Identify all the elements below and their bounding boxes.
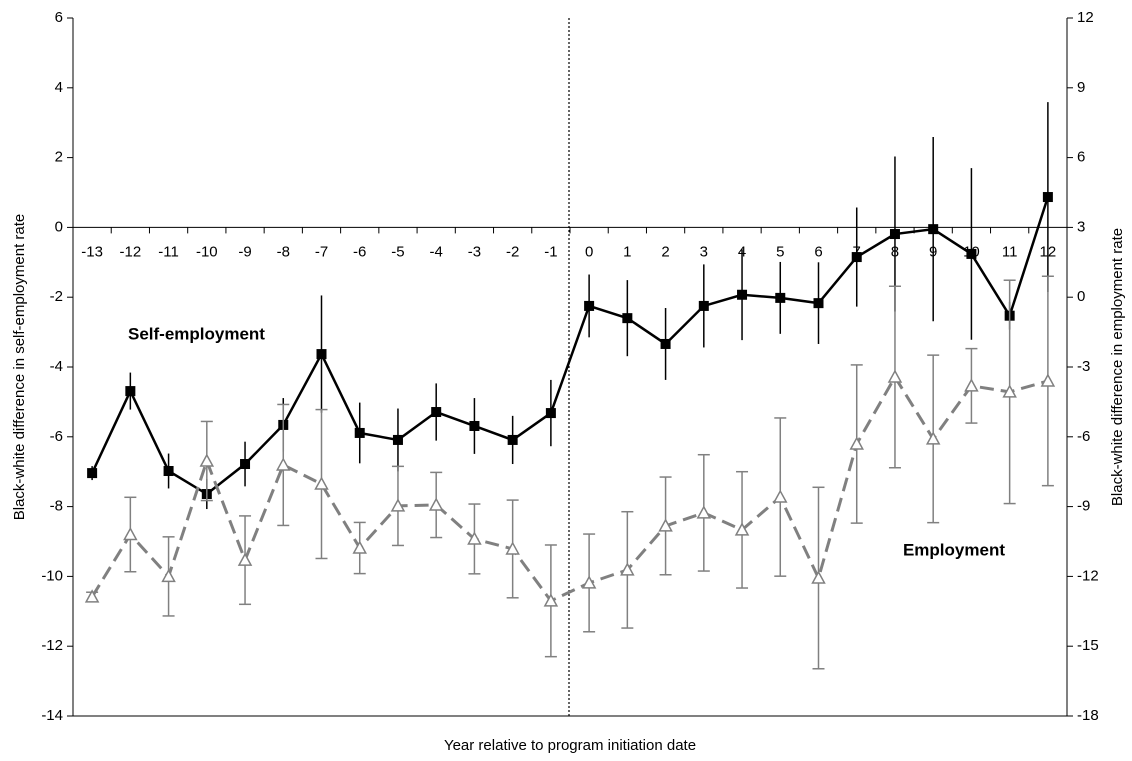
y-tick-label: 0	[55, 218, 63, 235]
point	[507, 434, 518, 445]
point	[622, 313, 633, 324]
point	[505, 541, 520, 555]
point	[734, 522, 750, 536]
y-tick-label: 6	[55, 9, 63, 26]
point	[163, 466, 174, 477]
x-tick-label: 3	[700, 243, 708, 260]
point	[811, 570, 826, 584]
y2-tick-label: -12	[1077, 567, 1099, 584]
x-tick-label: -13	[81, 243, 103, 260]
y2-tick-label: 6	[1077, 149, 1085, 166]
point	[813, 298, 824, 309]
point	[737, 289, 748, 300]
point	[314, 476, 329, 490]
y2-tick-label: -18	[1077, 707, 1099, 724]
y-tick-label: -14	[41, 707, 63, 724]
x-tick-label: -6	[353, 243, 366, 260]
y2-tick-label: 3	[1077, 218, 1085, 235]
point	[925, 431, 941, 445]
x-tick-label: 1	[623, 243, 631, 260]
y2-tick-label: 9	[1077, 79, 1085, 96]
x-tick-label: 11	[1002, 243, 1018, 260]
series-label: Employment	[903, 540, 1005, 559]
x-axis-title: Year relative to program initiation date	[444, 737, 696, 754]
x-tick-label: 6	[814, 243, 822, 260]
y2-tick-label: -15	[1077, 637, 1099, 654]
point	[237, 552, 253, 566]
y-tick-label: 2	[55, 149, 63, 166]
y-tick-label: -4	[50, 358, 63, 375]
point	[966, 248, 977, 259]
point	[696, 505, 712, 519]
x-tick-label: 5	[776, 243, 784, 260]
point	[467, 531, 482, 545]
y-tick-label: -2	[50, 288, 63, 305]
point	[887, 369, 903, 383]
point	[849, 436, 864, 450]
point	[1040, 373, 1056, 387]
x-tick-label: -12	[120, 243, 142, 260]
point	[889, 229, 900, 240]
point	[428, 497, 444, 511]
point	[773, 489, 788, 503]
x-tick-label: 0	[585, 243, 593, 260]
point	[660, 338, 671, 349]
y-tick-label: 4	[55, 79, 63, 96]
point	[928, 224, 939, 235]
series-line	[90, 196, 1050, 496]
x-tick-label: -5	[391, 243, 404, 260]
point	[125, 386, 136, 397]
x-tick-label: -3	[468, 243, 481, 260]
point	[545, 408, 556, 419]
x-tick-label: -8	[277, 243, 290, 260]
point	[352, 540, 367, 554]
y2-tick-label: -9	[1077, 498, 1090, 515]
point	[584, 300, 595, 311]
x-tick-label: -1	[544, 243, 557, 260]
point	[620, 562, 635, 576]
point	[161, 568, 176, 583]
x-tick-label: -4	[430, 243, 443, 260]
y-axis-title: Black-white difference in self-employmen…	[11, 214, 28, 521]
series-line	[90, 374, 1049, 603]
point	[851, 252, 862, 263]
y-tick-label: -8	[50, 498, 63, 515]
point	[123, 526, 138, 541]
x-tick-label: -9	[238, 243, 251, 260]
x-tick-label: -2	[506, 243, 519, 260]
point	[276, 457, 291, 471]
point	[1042, 192, 1053, 203]
x-tick-label: -11	[158, 243, 179, 260]
point	[581, 575, 597, 589]
y2-axis-title: Black-white difference in employment rat…	[1109, 228, 1126, 506]
y2-tick-label: -3	[1077, 358, 1090, 375]
x-tick-label: -7	[315, 243, 328, 260]
point	[316, 349, 327, 360]
point	[698, 300, 709, 311]
point	[390, 498, 406, 512]
point	[775, 292, 786, 303]
point	[84, 589, 100, 603]
x-tick-label: 2	[661, 243, 669, 260]
point	[1002, 384, 1017, 398]
point	[354, 427, 365, 438]
point	[658, 518, 673, 532]
y2-tick-label: 12	[1077, 9, 1094, 26]
y-tick-label: -12	[41, 637, 63, 654]
y-tick-label: -6	[50, 428, 63, 445]
point	[87, 468, 98, 479]
point	[964, 378, 979, 392]
point	[240, 459, 251, 470]
x-tick-label: -10	[196, 243, 218, 260]
point	[469, 420, 480, 431]
point	[199, 453, 215, 467]
point	[543, 593, 559, 607]
point	[431, 407, 442, 418]
y2-tick-label: -6	[1077, 428, 1090, 445]
y2-tick-label: 0	[1077, 288, 1085, 305]
point	[392, 434, 403, 445]
y-tick-label: -10	[41, 567, 63, 584]
series-label: Self-employment	[128, 324, 265, 343]
